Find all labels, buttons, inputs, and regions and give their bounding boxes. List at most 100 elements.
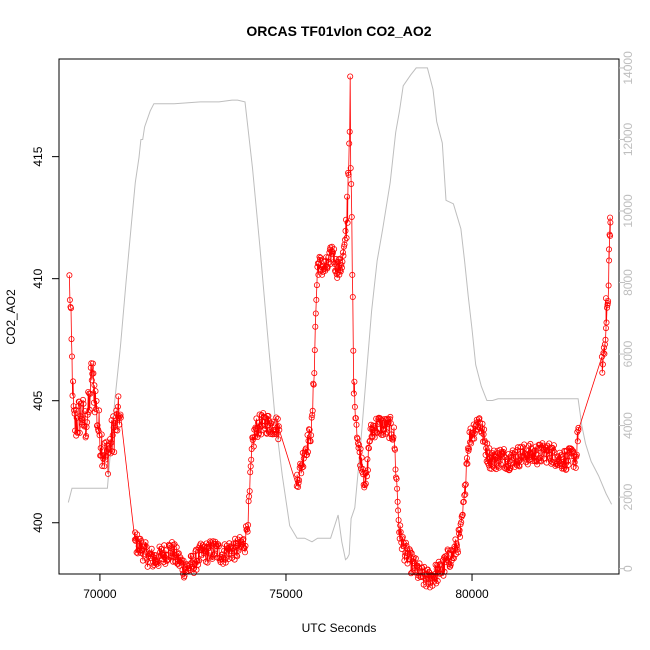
co2-point (131, 536, 138, 543)
co2-point (215, 543, 222, 550)
plot-frame (58, 58, 620, 575)
co2-point (78, 415, 85, 422)
co2-point (496, 457, 503, 464)
co2-point (512, 449, 519, 456)
co2-point (453, 542, 460, 549)
co2-point (454, 549, 461, 556)
co2-point (263, 430, 270, 437)
co2-point (338, 264, 345, 271)
co2-point (245, 498, 252, 505)
co2-point (83, 432, 90, 439)
co2-point (391, 446, 398, 453)
co2-point (443, 552, 450, 559)
co2-point (115, 393, 122, 400)
co2-point (344, 219, 351, 226)
co2-point (195, 561, 202, 568)
co2-point (275, 423, 282, 430)
co2-point (564, 457, 571, 464)
co2-point (403, 542, 410, 549)
co2-point (532, 443, 539, 450)
co2-point (397, 529, 404, 536)
co2-point (606, 257, 613, 264)
co2-point (317, 254, 324, 261)
co2-point (571, 459, 578, 466)
co2-point (315, 271, 322, 278)
co2-point (545, 451, 552, 458)
co2-point (461, 482, 468, 489)
co2-point (69, 353, 76, 360)
co2-point (333, 255, 340, 262)
co2-point (394, 485, 401, 492)
co2-point (422, 575, 429, 582)
co2-point (558, 454, 565, 461)
co2-point (143, 543, 150, 550)
co2-point (261, 422, 268, 429)
co2-point (341, 236, 348, 243)
co2-point (459, 511, 466, 518)
co2-point (241, 549, 248, 556)
co2-point (97, 444, 104, 451)
co2-point (601, 350, 608, 357)
co2-point (395, 507, 402, 514)
co2-point (364, 467, 371, 474)
co2-point (248, 456, 255, 463)
co2-point (91, 382, 98, 389)
co2-point (475, 415, 482, 422)
co2-point (333, 271, 340, 278)
co2-point (167, 549, 174, 556)
co2-point (348, 180, 355, 187)
co2-point (436, 561, 443, 568)
co2-point (139, 547, 146, 554)
co2-point (356, 449, 363, 456)
co2-point (331, 246, 338, 253)
co2-point (101, 463, 108, 470)
x-tick-label: 70000 (83, 587, 117, 601)
co2-point (402, 539, 409, 546)
co2-point (549, 445, 556, 452)
co2-point (464, 445, 471, 452)
co2-point (456, 527, 463, 534)
y2-tick-label: 8000 (621, 269, 635, 296)
co2-point (387, 413, 394, 420)
co2-point (196, 557, 203, 564)
co2-point (387, 420, 394, 427)
co2-point (244, 528, 251, 535)
co2-point (463, 455, 470, 462)
co2-point (344, 193, 351, 200)
co2-point (361, 482, 368, 489)
x-tick-label: 80000 (455, 587, 489, 601)
y-tick-label: 415 (31, 146, 45, 166)
co2-point (250, 443, 257, 450)
co2-point (219, 551, 226, 558)
co2-point (343, 234, 350, 241)
co2-point (561, 447, 568, 454)
co2-point (390, 424, 397, 431)
co2-point (102, 456, 109, 463)
co2-point (353, 421, 360, 428)
x-tick-label: 75000 (269, 587, 303, 601)
co2-point (263, 429, 270, 436)
co2-point (533, 458, 540, 465)
co2-point (366, 438, 373, 445)
co2-point (484, 440, 491, 447)
co2-point (462, 491, 469, 498)
co2-point (604, 304, 611, 311)
co2-point (105, 470, 112, 477)
co2-point (363, 473, 370, 480)
co2-point (430, 574, 437, 581)
co2-point (77, 413, 84, 420)
co2-point (115, 414, 122, 421)
co2-point (461, 492, 468, 499)
co2-point (606, 246, 613, 253)
co2-point (247, 469, 254, 476)
co2-point (234, 553, 241, 560)
co2-point (114, 427, 121, 434)
co2-point (94, 422, 101, 429)
co2-point (462, 481, 469, 488)
co2-point (155, 562, 162, 569)
co2-point (98, 431, 105, 438)
y2-tick-label: 0 (621, 565, 635, 572)
co2-point (312, 310, 319, 317)
co2-point (307, 438, 314, 445)
